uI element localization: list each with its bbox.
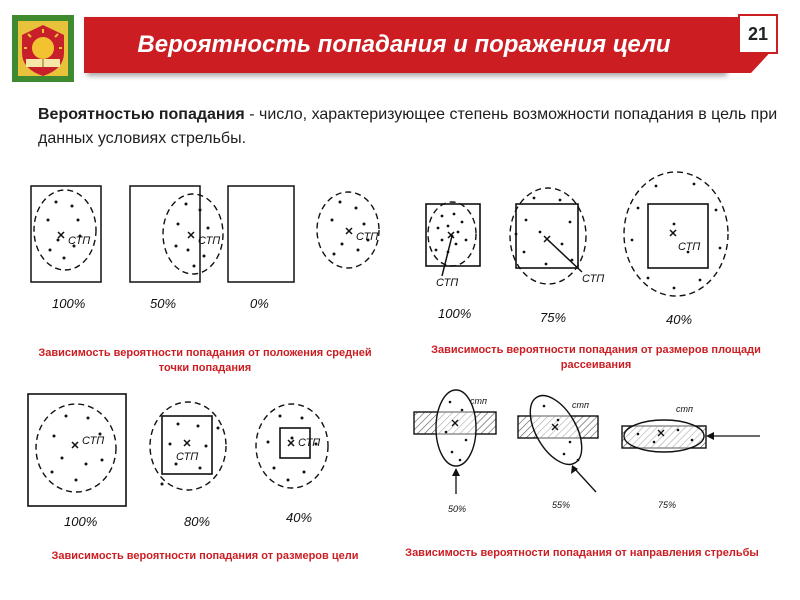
percent-label: 75%: [540, 310, 566, 325]
stp-label: СТП: [298, 437, 320, 449]
stp-label: СТП: [176, 451, 198, 463]
percent-label: 40%: [286, 510, 312, 525]
figure-dispersion-drawing: СТП СТП СТП 100% 75% 40%: [425, 171, 729, 327]
definition-term: Вероятностью попадания: [38, 106, 245, 123]
figure-position-drawing: СТП СТП СТП 100% 50% 0%: [30, 185, 380, 311]
figure-target-size: СТП СТП СТП 100% 80% 40%: [22, 388, 344, 532]
stp-label: СТП: [436, 277, 458, 289]
stp-label: стп: [470, 396, 487, 406]
percent-label: 40%: [666, 312, 692, 327]
definition-paragraph: Вероятностью попадания - число, характер…: [38, 103, 778, 151]
percent-label: 75%: [658, 500, 676, 510]
stp-label: СТП: [82, 435, 104, 447]
percent-label: 55%: [552, 500, 570, 510]
stp-label: СТП: [68, 235, 90, 247]
percent-label: 50%: [150, 296, 176, 311]
stp-label: стп: [676, 404, 693, 414]
percent-label: 100%: [438, 306, 471, 321]
percent-label: 100%: [64, 514, 97, 529]
stp-label: СТП: [198, 235, 220, 247]
title-banner: Вероятность попадания и поражения цели: [84, 17, 724, 73]
page-number-badge: 21: [738, 14, 778, 54]
caption-dispersion: Зависимость вероятности попадания от раз…: [431, 344, 761, 371]
caption-direction: Зависимость вероятности попадания от нап…: [405, 547, 759, 559]
figure-position: СТП СТП СТП 100% 50% 0%: [28, 180, 390, 320]
stp-label: СТП: [678, 241, 700, 253]
caption-position: Зависимость вероятности попадания от пол…: [38, 347, 372, 374]
definition-text: - число, характеризующее степень возможн…: [38, 106, 778, 147]
percent-label: 100%: [52, 296, 85, 311]
stp-label: СТП: [582, 273, 604, 285]
figure-target-size-drawing: СТП СТП СТП 100% 80% 40%: [27, 393, 329, 529]
caption-target-size: Зависимость вероятности попадания от раз…: [51, 550, 359, 562]
figure-direction: стп стп стп 50% 55% 75%: [408, 386, 768, 520]
percent-label: 80%: [184, 514, 210, 529]
percent-label: 0%: [250, 296, 269, 311]
percent-label: 50%: [448, 504, 466, 514]
emblem-logo: [12, 15, 74, 82]
stp-label: СТП: [356, 231, 378, 243]
slide-title: Вероятность попадания и поражения цели: [137, 31, 671, 58]
figure-direction-drawing: стп стп стп 50% 55% 75%: [413, 389, 760, 514]
stp-label: стп: [572, 400, 589, 410]
figure-dispersion: СТП СТП СТП 100% 75% 40%: [412, 168, 736, 330]
